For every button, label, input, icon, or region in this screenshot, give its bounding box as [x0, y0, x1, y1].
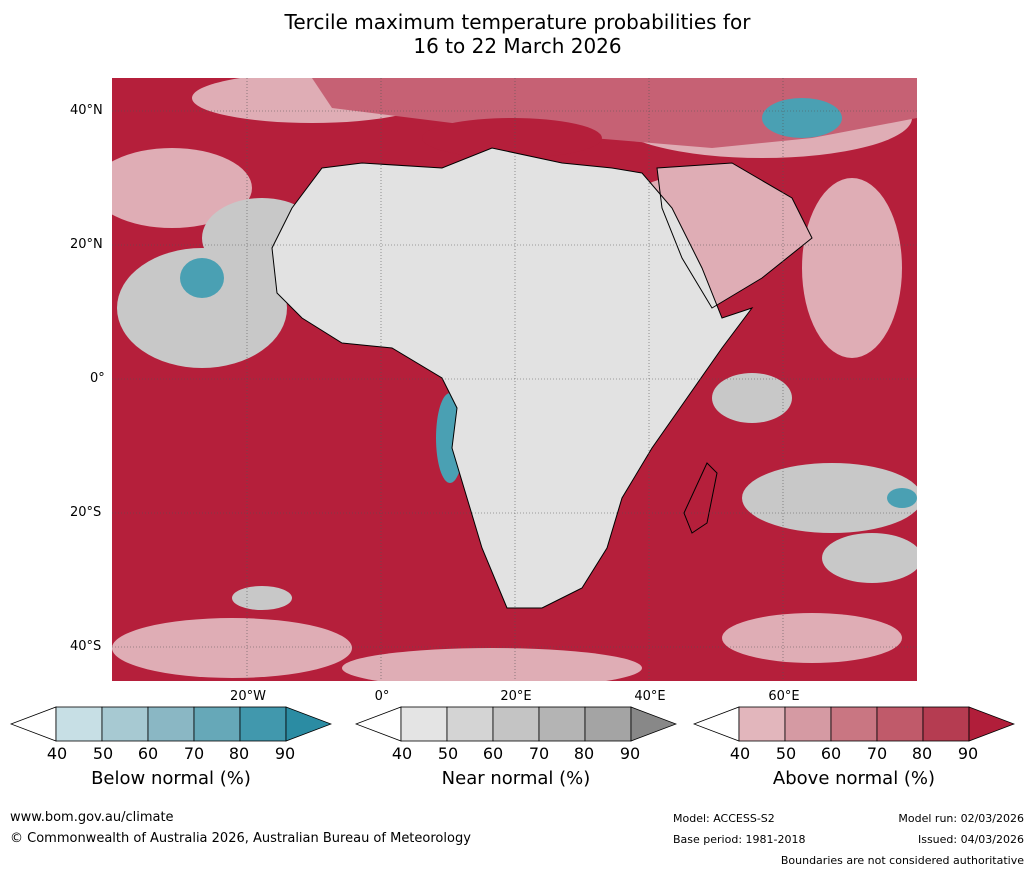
lat-label-40s: 40°S	[70, 639, 102, 654]
tick-label: 90	[274, 744, 296, 763]
near-normal-ocean-patches	[117, 198, 917, 610]
lat-label-40n: 40°N	[70, 103, 103, 118]
lon-label-40e: 40°E	[634, 689, 666, 704]
tick-label: 40	[46, 744, 68, 763]
lon-label-20w: 20°W	[230, 689, 266, 704]
colorbar-segment	[193, 706, 241, 742]
colorbar-segment	[101, 706, 149, 742]
tick-label: 80	[228, 744, 250, 763]
colorbar-segment	[492, 706, 540, 742]
map-canvas	[112, 78, 917, 681]
colorbar-below-normal	[10, 706, 332, 742]
issued-text: Issued: 04/03/2026	[917, 833, 1024, 846]
chart-title-line2: 16 to 22 March 2026	[413, 34, 622, 58]
colorbar-segment	[584, 706, 632, 742]
colorbar-low-arrow	[355, 706, 402, 742]
colorbar-segment	[830, 706, 878, 742]
lon-label-60e: 60°E	[768, 689, 800, 704]
colorbar-segment	[538, 706, 586, 742]
tick-label: 40	[729, 744, 751, 763]
copyright-text: © Commonwealth of Australia 2026, Austra…	[10, 831, 471, 846]
colorbar-segment	[400, 706, 448, 742]
model-run-text: Model run: 02/03/2026	[898, 812, 1024, 825]
map-gridlines	[112, 78, 917, 681]
tick-label: 70	[183, 744, 205, 763]
colorbar-segment	[55, 706, 103, 742]
colorbar-high-arrow	[968, 706, 1015, 742]
probability-map	[112, 78, 917, 681]
chart-title-line1: Tercile maximum temperature probabilitie…	[284, 10, 751, 34]
tick-label: 60	[482, 744, 504, 763]
tick-label: 90	[619, 744, 641, 763]
lon-label-0: 0°	[374, 689, 390, 704]
tick-label: 90	[957, 744, 979, 763]
colorbar-below-title: Below normal (%)	[91, 768, 251, 789]
tick-label: 50	[437, 744, 459, 763]
disclaimer-text: Boundaries are not considered authoritat…	[780, 854, 1024, 867]
tick-label: 50	[775, 744, 797, 763]
tick-label: 40	[391, 744, 413, 763]
lat-label-20s: 20°S	[70, 505, 102, 520]
colorbar-segment	[738, 706, 786, 742]
tick-label: 70	[528, 744, 550, 763]
colorbar-near-normal	[355, 706, 677, 742]
colorbar-above-normal	[693, 706, 1015, 742]
lat-label-20n: 20°N	[70, 237, 103, 252]
colorbar-low-arrow	[693, 706, 740, 742]
tick-label: 60	[137, 744, 159, 763]
colorbar-segment	[922, 706, 970, 742]
colorbar-high-arrow	[285, 706, 332, 742]
colorbar-segment	[147, 706, 195, 742]
madagascar	[684, 463, 717, 533]
tick-label: 80	[911, 744, 933, 763]
lat-label-equator: 0°	[90, 371, 105, 386]
colorbar-high-arrow	[630, 706, 677, 742]
colorbar-segment	[876, 706, 924, 742]
colorbar-segment	[239, 706, 287, 742]
tick-label: 50	[92, 744, 114, 763]
colorbar-above-title: Above normal (%)	[772, 768, 936, 789]
colorbar-low-arrow	[10, 706, 57, 742]
website-link[interactable]: www.bom.gov.au/climate	[10, 810, 174, 825]
colorbar-segment	[446, 706, 494, 742]
model-text: Model: ACCESS-S2	[673, 812, 775, 825]
europe-landmass	[312, 78, 917, 148]
lon-label-20e: 20°E	[500, 689, 532, 704]
tick-label: 80	[573, 744, 595, 763]
tick-label: 70	[866, 744, 888, 763]
tick-label: 60	[820, 744, 842, 763]
colorbar-near-title: Near normal (%)	[441, 768, 591, 789]
base-period-text: Base period: 1981-2018	[673, 833, 806, 846]
colorbar-segment	[784, 706, 832, 742]
